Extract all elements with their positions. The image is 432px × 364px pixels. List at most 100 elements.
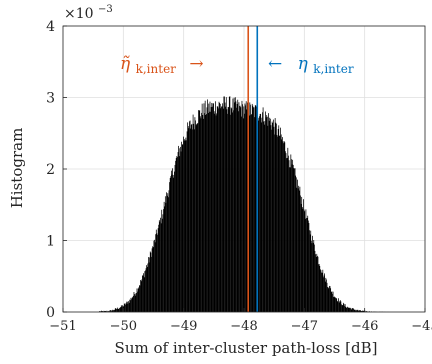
histogram-bar <box>103 310 105 312</box>
histogram-bar <box>198 110 199 313</box>
left-arrow-icon: ← <box>268 54 282 74</box>
histogram-bar <box>127 303 129 312</box>
histogram-bar <box>292 164 294 312</box>
histogram-bar <box>275 122 277 312</box>
histogram-bar <box>357 309 359 312</box>
histogram-bar <box>148 262 150 312</box>
histogram-bar <box>327 287 329 312</box>
histogram-bar <box>205 114 207 313</box>
histogram-bar <box>281 139 283 312</box>
histogram-bar <box>231 108 233 313</box>
histogram-bar <box>185 137 187 312</box>
histogram-bar <box>164 196 166 312</box>
histogram-bar <box>184 140 186 312</box>
histogram-bar <box>241 100 243 312</box>
histogram-bar <box>332 291 334 312</box>
histogram-bar <box>366 311 368 312</box>
histogram-bar <box>282 141 284 312</box>
histogram-bar <box>301 207 303 312</box>
histogram-bar <box>304 211 306 312</box>
histogram-bar <box>295 177 297 312</box>
histogram-bar <box>208 103 210 313</box>
histogram-bar <box>146 266 148 312</box>
histogram-bar <box>159 221 161 312</box>
histogram-bar <box>177 157 178 312</box>
histogram-bar <box>106 310 108 312</box>
histogram-bar <box>131 299 132 312</box>
histogram-bar <box>280 127 281 313</box>
histogram-bar <box>112 309 114 312</box>
histogram-bar <box>260 122 262 313</box>
histogram-bar <box>150 252 152 312</box>
histogram-bar <box>291 159 292 312</box>
y-tick-label: 1 <box>46 234 55 250</box>
histogram-bar <box>191 123 193 312</box>
histogram-bar <box>286 157 288 312</box>
histogram-bar <box>223 96 225 312</box>
histogram-bar <box>142 275 143 312</box>
histogram-bar <box>104 310 106 312</box>
histogram-bar <box>253 107 255 312</box>
histogram-bar <box>265 111 266 312</box>
histogram-bar <box>169 182 170 312</box>
histogram-bar <box>301 196 303 312</box>
histogram-bar <box>340 301 342 312</box>
histogram-bar <box>189 121 190 313</box>
histogram-bar <box>242 104 243 313</box>
histogram-bar <box>195 125 197 312</box>
histogram-bar <box>224 96 225 312</box>
histogram-bar <box>212 106 213 313</box>
histogram-bar <box>181 144 183 312</box>
histogram-bar <box>175 158 177 312</box>
histogram-bar <box>207 99 208 312</box>
histogram-bar <box>130 297 132 312</box>
histogram-bar <box>272 122 274 312</box>
histogram-bar <box>160 223 162 312</box>
histogram-bar <box>206 107 208 313</box>
histogram-bar <box>314 250 316 312</box>
histogram-bar <box>361 311 362 312</box>
histogram-bar <box>351 308 353 312</box>
histogram-bar <box>137 288 139 312</box>
histogram-bar <box>99 311 100 312</box>
histogram-bar <box>283 141 285 312</box>
histogram-bar <box>157 228 159 312</box>
y-exponent-power: −3 <box>98 4 113 15</box>
histogram-bar <box>256 106 257 313</box>
histogram-bar <box>310 230 312 312</box>
histogram-bar <box>143 277 145 312</box>
histogram-bar <box>116 309 117 312</box>
histogram-bar <box>102 311 103 312</box>
histogram-bar <box>272 119 274 312</box>
histogram-bar <box>172 168 173 312</box>
histogram-bar <box>260 113 262 313</box>
histogram-bar <box>359 310 361 312</box>
y-tick-label: 0 <box>46 305 55 321</box>
histogram-bar <box>344 305 345 312</box>
y-tick-label: 3 <box>46 91 55 107</box>
histogram-bar <box>356 310 358 312</box>
histogram-bar <box>267 125 269 312</box>
histogram-bar <box>123 303 125 312</box>
histogram-bar <box>183 136 184 312</box>
histogram-bar <box>216 106 218 312</box>
histogram-bar <box>271 129 272 312</box>
histogram-bar <box>279 135 281 312</box>
histogram-bar <box>269 118 271 312</box>
histogram-bar <box>111 311 113 312</box>
histogram-bar <box>135 293 137 312</box>
right-arrow-icon: → <box>189 54 203 74</box>
histogram-bar <box>326 282 328 312</box>
histogram-bar <box>227 106 229 313</box>
histogram-bar <box>335 297 336 312</box>
histogram-bar <box>186 140 187 312</box>
histogram-bar <box>126 301 128 312</box>
histogram-bar <box>218 101 220 312</box>
histogram-bar <box>111 310 113 312</box>
histogram-bar <box>353 309 355 312</box>
histogram-bar <box>104 311 105 312</box>
histogram-bar <box>221 106 222 312</box>
histogram-bar <box>173 177 175 312</box>
histogram-bar <box>302 208 304 312</box>
histogram-bar <box>238 102 240 312</box>
